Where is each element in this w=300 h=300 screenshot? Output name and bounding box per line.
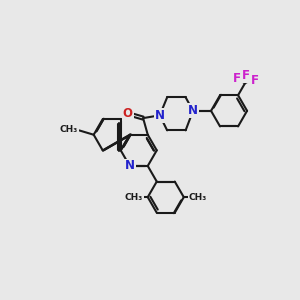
Text: N: N [125,159,135,172]
Text: F: F [233,72,241,85]
Text: CH₃: CH₃ [125,193,143,202]
Text: N: N [188,104,198,117]
Text: O: O [123,107,133,121]
Text: O: O [123,107,133,121]
Text: N: N [155,109,165,122]
Text: F: F [251,74,259,87]
Text: CH₃: CH₃ [60,125,78,134]
Text: F: F [242,69,250,82]
Text: CH₃: CH₃ [188,193,207,202]
